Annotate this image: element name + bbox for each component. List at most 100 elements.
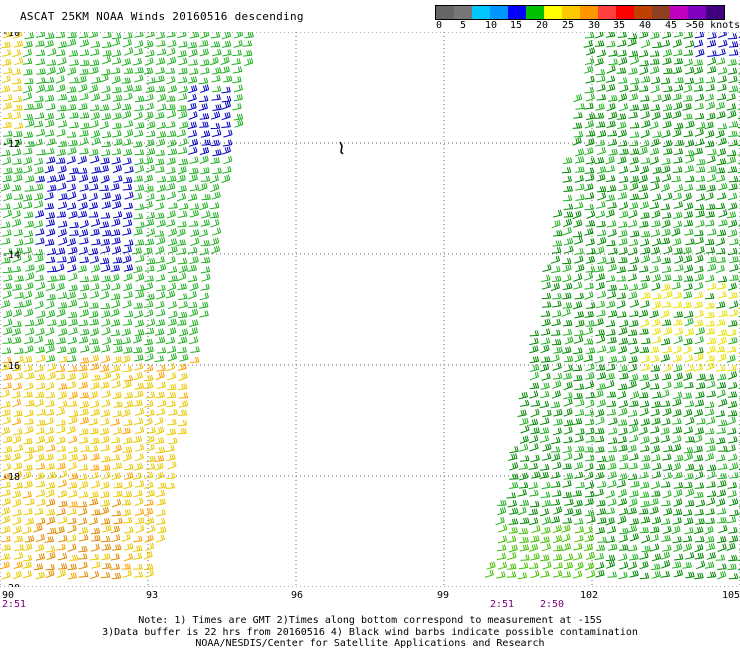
wind-barb <box>705 101 716 110</box>
wind-barb <box>640 381 650 390</box>
wind-barb <box>100 435 110 444</box>
wind-barb <box>178 392 189 399</box>
wind-barb <box>189 156 199 164</box>
wind-barb <box>673 471 683 479</box>
wind-barb <box>641 291 651 300</box>
wind-barb <box>638 85 649 92</box>
wind-barb <box>694 347 704 355</box>
wind-barb <box>695 219 705 228</box>
wind-barb <box>573 273 583 282</box>
wind-barb <box>574 148 585 157</box>
wind-barb <box>24 409 34 418</box>
wind-barb <box>110 293 121 301</box>
wind-barb <box>23 452 33 462</box>
wind-barb <box>650 84 660 94</box>
wind-barb <box>584 418 595 426</box>
wind-barb <box>717 290 727 299</box>
wind-barb <box>616 113 627 120</box>
color-swatch <box>472 6 490 19</box>
wind-barb <box>596 201 606 209</box>
wind-barb <box>22 48 32 58</box>
wind-barb <box>540 337 551 345</box>
wind-barb <box>640 319 650 328</box>
wind-barb <box>56 462 66 470</box>
wind-barb <box>584 57 595 65</box>
wind-barb <box>67 563 77 571</box>
wind-barb <box>89 310 99 319</box>
wind-barb <box>563 355 574 363</box>
wind-barb <box>155 212 165 219</box>
wind-barb <box>33 157 44 166</box>
wind-barb <box>78 300 89 308</box>
wind-barb <box>178 264 188 274</box>
wind-barb <box>716 389 726 398</box>
wind-barb <box>11 490 22 499</box>
wind-barb <box>585 256 595 264</box>
wind-barb <box>638 184 648 192</box>
wind-barb <box>154 462 164 471</box>
wind-barb <box>641 454 651 462</box>
wind-barb <box>57 563 68 570</box>
wind-barb <box>134 184 145 192</box>
wind-barb <box>584 102 594 110</box>
wind-barb <box>628 291 638 300</box>
wind-barb <box>638 174 648 184</box>
wind-barb <box>575 166 585 173</box>
wind-barb <box>56 148 66 157</box>
wind-barb <box>572 122 583 129</box>
wind-barb <box>607 201 617 209</box>
scale-label: >50 knots <box>686 20 740 31</box>
wind-barb <box>123 273 133 282</box>
wind-barb <box>683 84 693 93</box>
wind-barb <box>661 173 672 182</box>
wind-barb <box>210 183 220 193</box>
wind-barb <box>541 516 552 526</box>
wind-barb <box>718 525 728 534</box>
wind-barb <box>617 436 627 444</box>
wind-barb <box>618 534 628 543</box>
wind-barb <box>200 59 210 67</box>
wind-barb <box>640 76 651 83</box>
wind-barb <box>221 146 231 155</box>
wind-barb <box>58 470 68 479</box>
color-swatch <box>436 6 454 19</box>
wind-barb <box>123 553 133 562</box>
wind-barb <box>35 543 45 552</box>
wind-barb <box>529 330 539 337</box>
wind-barb <box>618 283 629 291</box>
wind-barb <box>77 453 88 462</box>
wind-barb <box>35 32 46 38</box>
wind-barb <box>662 120 672 129</box>
wind-barb <box>673 381 683 389</box>
wind-barb <box>178 40 188 48</box>
wind-barb <box>486 561 496 570</box>
wind-barb <box>187 93 197 102</box>
wind-barb <box>716 247 726 255</box>
wind-barb <box>100 238 110 246</box>
wind-barb <box>705 354 716 362</box>
wind-barb <box>553 506 563 515</box>
wind-barb <box>706 481 716 488</box>
wind-barb <box>608 94 618 102</box>
wind-barb <box>122 38 132 48</box>
wind-barb <box>34 274 44 282</box>
wind-barb <box>66 174 76 183</box>
wind-barb <box>100 212 111 219</box>
wind-barb <box>68 435 78 444</box>
wind-barb <box>46 228 56 237</box>
wind-barb <box>606 220 617 228</box>
wind-barb <box>155 166 165 173</box>
wind-barb <box>575 399 585 407</box>
wind-barb <box>178 57 188 66</box>
wind-barb <box>695 518 705 525</box>
wind-barb <box>705 416 716 425</box>
wind-barb <box>25 372 35 380</box>
wind-barb <box>530 552 540 561</box>
color-scale-labels: 0 5 10 15 20 25 30 35 40 45 >50 knots <box>430 20 740 32</box>
wind-barb <box>200 256 211 264</box>
wind-barb <box>594 57 604 66</box>
wind-barb <box>91 166 101 174</box>
wind-barb <box>572 490 582 497</box>
wind-barb <box>584 481 595 490</box>
wind-barb <box>13 122 24 129</box>
